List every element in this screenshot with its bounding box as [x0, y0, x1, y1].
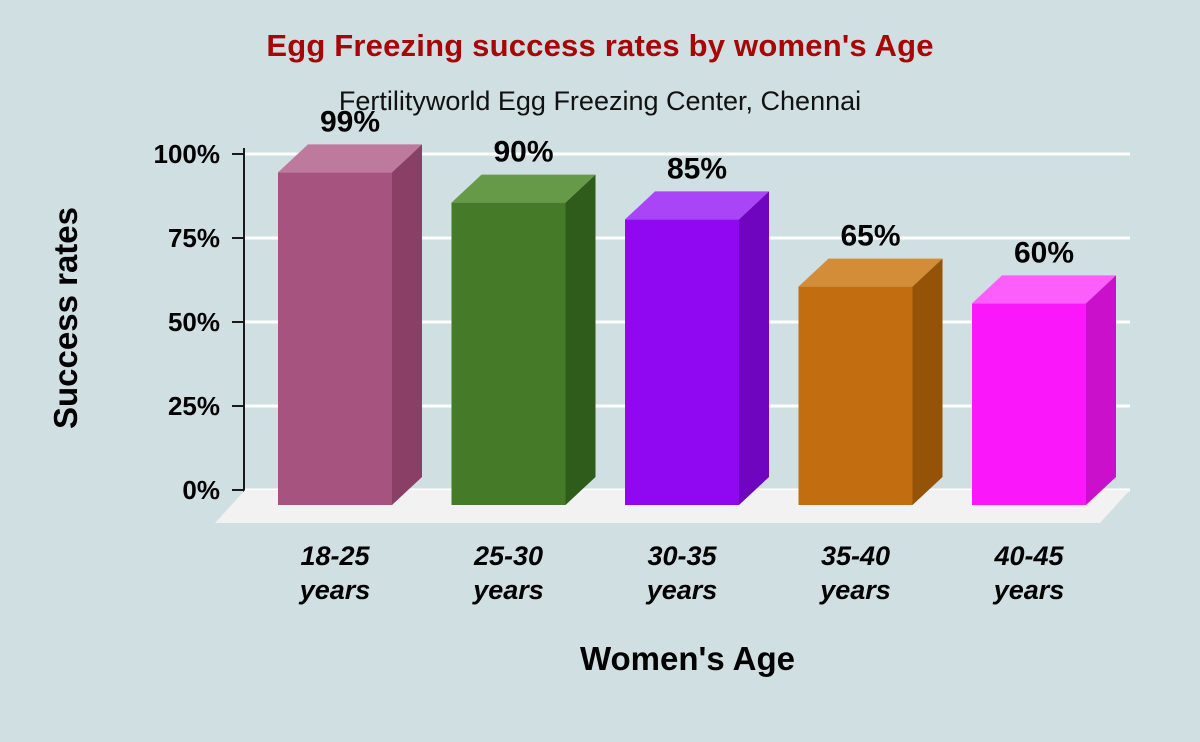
bar-top: [798, 258, 943, 287]
bar-value-label: 65%: [840, 220, 900, 253]
bar-top: [972, 275, 1116, 304]
y-tick-label: 0%: [182, 475, 220, 505]
y-tick-label: 100%: [154, 139, 221, 169]
chart-title: Egg Freezing success rates by women's Ag…: [266, 28, 934, 63]
bar-side: [392, 144, 422, 506]
bar-front: [625, 219, 739, 505]
y-tick-label: 25%: [168, 391, 220, 421]
bar-front: [798, 286, 913, 505]
y-tick-label: 75%: [168, 223, 220, 253]
x-tick-label: 18-25 years: [298, 541, 371, 605]
x-tick-label: 40-45 years: [992, 541, 1065, 605]
bar-value-label: 60%: [1014, 236, 1074, 269]
bar-side: [565, 174, 596, 505]
bar-value-label: 85%: [667, 152, 727, 185]
x-tick-label: 30-35 years: [645, 541, 718, 605]
bar-front: [972, 303, 1086, 505]
x-tick-label: 35-40 years: [818, 541, 891, 605]
chart-subtitle: Fertilityworld Egg Freezing Center, Chen…: [338, 86, 862, 116]
bar-front: [278, 172, 392, 506]
bar-top: [451, 174, 596, 203]
bar-value-label: 90%: [493, 136, 553, 169]
y-tick-label: 50%: [168, 307, 220, 337]
y-axis-title: Success rates: [47, 207, 84, 429]
bar-front: [451, 202, 566, 505]
bar-top: [278, 144, 422, 173]
x-axis-title: Women's Age: [579, 640, 796, 677]
bar-top: [625, 191, 769, 220]
bar-side: [739, 191, 769, 505]
bar-side: [912, 258, 943, 505]
x-tick-label: 25-30 years: [471, 541, 544, 605]
bar-side: [1086, 275, 1116, 505]
bar-value-label: 99%: [320, 105, 380, 138]
